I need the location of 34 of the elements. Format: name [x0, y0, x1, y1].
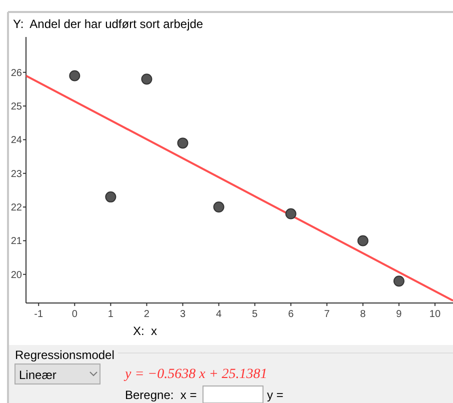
point — [177, 138, 188, 149]
y-axis-title: Y: Andel der har udført sort arbejde — [13, 17, 204, 31]
x-tick-label: 6 — [288, 309, 294, 320]
x-tick-label: 7 — [324, 309, 330, 320]
y-tick-label: 23 — [10, 168, 22, 180]
x-tick-label: 3 — [180, 309, 186, 320]
x-tick-label: 5 — [252, 309, 258, 320]
x-tick-label: 8 — [360, 309, 366, 320]
y-tick-label: 22 — [10, 202, 22, 214]
point — [69, 70, 80, 82]
x-tick-label: 10 — [429, 309, 441, 320]
x-axis-title: X: x — [132, 324, 158, 338]
text: y = −0.5638 x + 25.1381 — [123, 367, 268, 382]
y-tick-label: 25 — [10, 102, 22, 113]
x-tick-label: -1 — [34, 309, 44, 320]
y-tick-label: 26 — [10, 68, 22, 79]
y-tick-label: 24 — [10, 135, 22, 146]
x-tick-label: 9 — [396, 309, 402, 320]
text: Regressionsmodel — [15, 348, 114, 362]
y-tick-label: 21 — [10, 236, 22, 248]
point — [141, 74, 152, 85]
x-tick-label: 0 — [72, 309, 78, 320]
point — [105, 191, 116, 202]
text: y = — [267, 388, 284, 402]
x-tick-label: 2 — [144, 309, 150, 320]
point — [393, 276, 404, 287]
x-tick-label: 1 — [108, 309, 114, 320]
point — [213, 202, 224, 213]
x-tick-label: 4 — [216, 309, 222, 320]
text: Beregne: x = — [125, 388, 197, 402]
text: Lineær — [19, 368, 56, 382]
point — [357, 235, 368, 246]
point — [285, 208, 296, 220]
y-tick-label: 20 — [10, 270, 22, 281]
